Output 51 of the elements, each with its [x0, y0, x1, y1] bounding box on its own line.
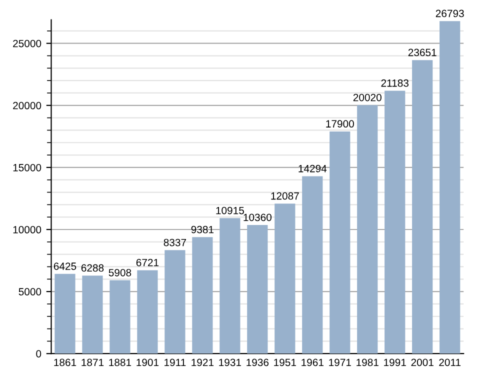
x-tick-label: 2011	[439, 358, 461, 366]
data-label: 26793	[436, 10, 464, 18]
bar	[384, 90, 406, 354]
x-tick-label: 1991	[384, 358, 406, 366]
bar	[302, 176, 323, 354]
x-tick-label: 1951	[274, 358, 296, 366]
x-tick-label: 1936	[246, 358, 269, 366]
data-label: 6425	[54, 262, 76, 270]
data-label: 23651	[408, 48, 436, 56]
y-tick-label: 20000	[13, 102, 42, 110]
x-tick-label: 1861	[54, 358, 76, 366]
data-label: 14294	[298, 164, 327, 172]
x-tick-label: 2001	[411, 358, 434, 366]
data-label: 5908	[108, 268, 132, 276]
bar	[330, 131, 350, 354]
bar	[192, 237, 213, 354]
x-tick-label: 1971	[329, 358, 351, 366]
data-label: 21183	[381, 79, 409, 87]
x-tick-label: 1921	[192, 358, 214, 366]
data-label: 17900	[326, 120, 354, 128]
data-label: 6288	[81, 264, 104, 272]
data-label: 10915	[216, 206, 244, 214]
y-tick-label: 0	[36, 350, 42, 358]
bar	[274, 204, 296, 354]
data-label: 20020	[353, 94, 382, 102]
bar	[357, 105, 378, 354]
bar	[440, 21, 460, 354]
x-tick-label: 1881	[109, 358, 132, 366]
data-label: 8337	[164, 238, 186, 246]
x-tick-label: 1981	[356, 358, 378, 366]
bar	[247, 225, 268, 354]
bar	[164, 250, 186, 354]
bar	[82, 276, 103, 354]
bar	[110, 280, 130, 354]
x-tick-label: 1871	[82, 358, 104, 366]
x-tick-label: 1961	[302, 358, 324, 366]
bar	[220, 218, 240, 354]
data-label: 10360	[244, 214, 272, 222]
y-tick-label: 10000	[13, 226, 42, 234]
data-label: 6721	[136, 258, 159, 266]
x-tick-label: 1901	[136, 358, 159, 366]
bar	[137, 270, 158, 354]
x-tick-label: 1911	[164, 358, 186, 366]
data-label: 9381	[191, 226, 214, 234]
bar	[412, 60, 433, 354]
y-tick-label: 5000	[18, 288, 42, 296]
bar	[54, 274, 76, 354]
y-tick-label: 15000	[13, 164, 42, 172]
y-tick-label: 25000	[13, 40, 42, 48]
x-tick-label: 1931	[219, 358, 242, 366]
data-label: 12087	[271, 192, 299, 200]
